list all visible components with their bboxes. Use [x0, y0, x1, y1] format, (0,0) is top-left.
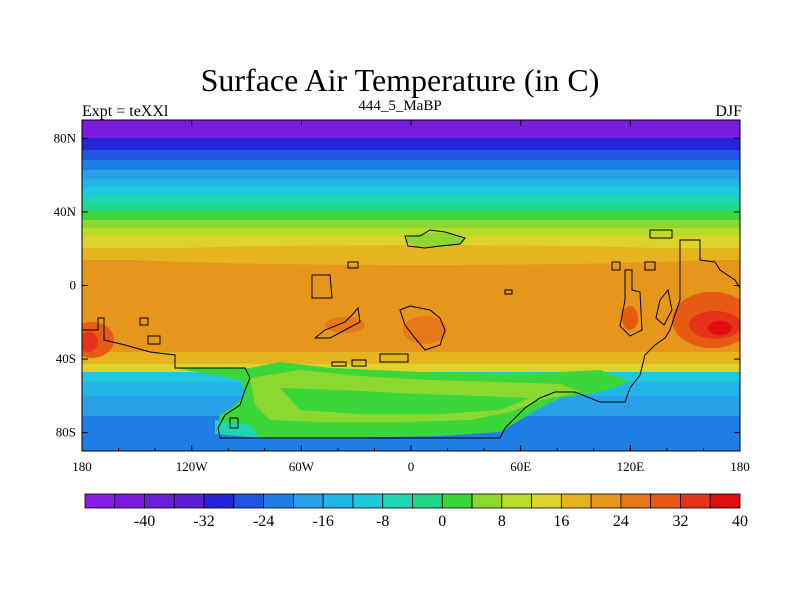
coast-south-inner [229, 417, 239, 429]
colorbar-swatch [560, 493, 592, 509]
x-tick-label: 180 [72, 459, 92, 474]
coast-small-island-5 [351, 359, 367, 367]
band-north-5 [82, 179, 740, 187]
temperature-field [82, 120, 740, 451]
band-north-6 [82, 187, 740, 195]
y-tick-label: 80N [54, 130, 77, 145]
colorbar-label: 40 [732, 513, 748, 530]
colorbar-swatch [263, 493, 294, 509]
y-axis: 80N 40N 0 40S 80S [54, 130, 740, 440]
y-tick-label: 80S [56, 425, 76, 440]
y-tick-label: 0 [70, 278, 77, 293]
colorbar-swatch [114, 493, 145, 509]
colorbar-label: -8 [376, 513, 389, 530]
colorbar-swatch [293, 493, 324, 509]
hot-spot-west-core [82, 332, 98, 352]
colorbar-swatch [650, 493, 681, 509]
coast-small-island-7 [504, 289, 513, 295]
colorbar-swatch [471, 493, 503, 509]
colorbar-label: -24 [253, 513, 274, 530]
coast-small-island-1 [311, 274, 333, 299]
band-north-4 [82, 170, 740, 179]
colorbar-swatch [412, 493, 443, 509]
colorbar-swatch [322, 493, 354, 509]
band-north-2 [82, 150, 740, 160]
experiment-label: Expt = teXXl [82, 103, 169, 120]
coast-east-strip [655, 288, 673, 326]
yellow-band-patch [90, 245, 740, 265]
band-north-8 [82, 203, 740, 211]
age-label: 444_5_MaBP [358, 98, 442, 114]
coast-small-island-10 [611, 261, 621, 271]
x-tick-label: 0 [408, 459, 415, 474]
colorbar-swatch [680, 493, 711, 509]
coast-north-island [404, 229, 466, 249]
colorbar-label: 16 [553, 513, 569, 530]
band-north-9 [82, 211, 740, 220]
colorbar-swatch [352, 493, 384, 509]
colorbar-label: 8 [498, 513, 506, 530]
colorbar-label: 32 [672, 513, 688, 530]
coastlines [82, 229, 740, 439]
band-polar-north [82, 120, 740, 138]
southern-continent-teal [215, 420, 260, 438]
coast-small-island-8 [347, 261, 359, 269]
southern-continent-green [280, 388, 530, 414]
colorbar-label: -32 [193, 513, 214, 530]
x-tick-label: 180 [730, 459, 750, 474]
coast-asia-block [619, 269, 643, 337]
colorbar-swatch [382, 493, 413, 509]
band-south-2 [82, 364, 740, 372]
x-tick-label: 60E [510, 459, 531, 474]
x-tick-label: 60W [289, 459, 315, 474]
y-tick-label: 40N [54, 204, 77, 219]
hot-spot-asia [622, 306, 638, 330]
map-title: Surface Air Temperature (in C) [200, 62, 600, 98]
colorbar-swatch [173, 493, 205, 509]
colorbar-swatch [590, 493, 622, 509]
band-north-7 [82, 195, 740, 203]
band-north-1 [82, 138, 740, 150]
coast-small-island-4 [331, 361, 347, 367]
season-label: DJF [715, 103, 742, 120]
colorbar-swatch [203, 493, 235, 509]
colorbar-label: -40 [134, 513, 155, 530]
equatorial-warm-patch [82, 270, 320, 330]
hot-spot-east-peak [708, 321, 732, 335]
x-tick-label: 120E [617, 459, 645, 474]
colorbar-swatch [501, 493, 532, 509]
colorbar-label: -16 [313, 513, 334, 530]
y-tick-label: 40S [56, 351, 76, 366]
x-tick-label: 120W [176, 459, 209, 474]
colorbar-label: 24 [613, 513, 629, 530]
coast-small-island-3 [147, 335, 161, 345]
colorbar-swatch [233, 493, 265, 509]
colorbar-swatch [144, 493, 175, 509]
x-axis: 180 120W 60W 0 60E 120E 180 [72, 120, 750, 474]
colorbar-swatch [84, 493, 116, 509]
coast-southern-continent [82, 239, 740, 439]
coast-small-island-11 [644, 261, 656, 271]
colorbar-swatch [620, 493, 652, 509]
band-north-10 [82, 220, 740, 228]
coast-small-island-2 [139, 317, 149, 326]
coast-arabia [313, 306, 361, 339]
warm-arabia [325, 317, 365, 333]
coast-africa-block [399, 305, 446, 351]
band-south-1 [82, 352, 740, 364]
colorbar-swatch [709, 493, 741, 509]
colorbar-label: 0 [438, 513, 446, 530]
coast-small-island-9 [649, 229, 673, 239]
colorbar-swatch [441, 493, 473, 509]
band-north-11 [82, 228, 740, 236]
band-north-3 [82, 160, 740, 170]
colorbar: -40 -32 -24 -16 -8 0 8 16 24 32 40 [84, 493, 748, 530]
colorbar-swatch [531, 493, 562, 509]
coast-small-island-6 [379, 353, 409, 363]
